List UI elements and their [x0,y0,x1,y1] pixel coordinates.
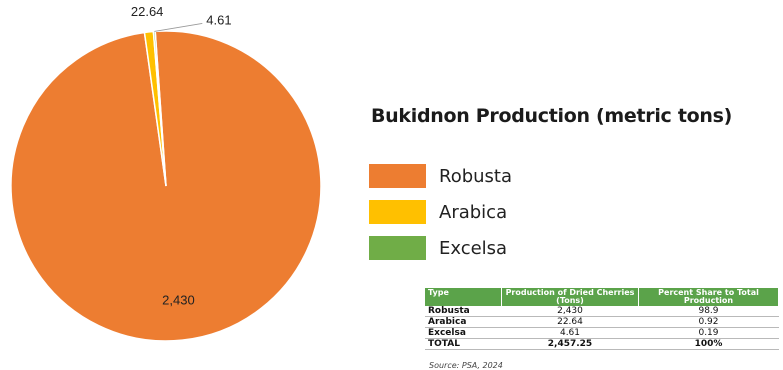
data-label-robusta: 2,430 [162,293,195,308]
legend-item-excelsa: Excelsa [369,230,512,266]
table-source-note: Source: PSA, 2024 [429,361,503,370]
leader-line-excelsa [154,22,203,32]
legend-label-robusta: Robusta [439,165,513,187]
table-row: Robusta 2,430 98.9 [425,306,779,317]
table-header-production: Production of Dried Cherries (Tons) [501,288,639,306]
legend-swatch-robusta [369,164,426,188]
table-cell-production: 4.61 [501,327,639,339]
legend-item-arabica: Arabica [369,194,512,230]
table-row: Arabica 22.64 0.92 [425,316,779,328]
table-cell-percent: 0.92 [638,316,779,328]
table-cell-type: Robusta [425,306,502,317]
table-cell-production: 2,457.25 [501,338,639,350]
table-header-row: Type Production of Dried Cherries (Tons)… [425,288,779,306]
legend-swatch-excelsa [369,236,426,260]
production-table: Type Production of Dried Cherries (Tons)… [425,288,779,350]
table-row: Excelsa 4.61 0.19 [425,327,779,339]
table-cell-production: 2,430 [501,306,639,317]
pie-chart: 2,430 22.64 4.61 [10,4,322,342]
table-header-percent: Percent Share to Total Production [638,288,779,306]
chart-title: Bukidnon Production (metric tons) [371,105,732,127]
table-cell-type: Excelsa [425,327,502,339]
table-cell-type: TOTAL [425,338,502,350]
table-cell-type: Arabica [425,316,502,328]
table-total-row: TOTAL 2,457.25 100% [425,338,779,350]
table-header-type: Type [425,288,502,306]
legend: Robusta Arabica Excelsa [369,158,512,266]
data-label-excelsa: 4.61 [206,12,231,27]
table-cell-percent: 100% [638,338,779,350]
legend-label-excelsa: Excelsa [439,237,508,259]
table-cell-percent: 0.19 [638,327,779,339]
legend-swatch-arabica [369,200,426,224]
legend-item-robusta: Robusta [369,158,512,194]
table-cell-production: 22.64 [501,316,639,328]
legend-label-arabica: Arabica [439,201,508,223]
table-cell-percent: 98.9 [638,306,779,317]
data-label-arabica: 22.64 [131,4,164,19]
